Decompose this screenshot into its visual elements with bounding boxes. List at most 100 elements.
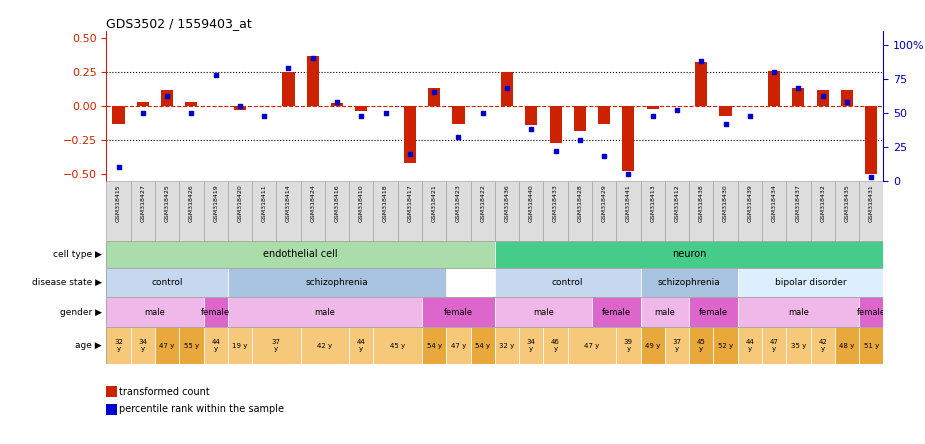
Point [718, 120, 733, 127]
Point [208, 71, 223, 78]
Bar [640, 267, 738, 297]
Bar [106, 267, 228, 297]
Bar [252, 181, 277, 241]
Text: 55 y: 55 y [184, 343, 199, 349]
Bar [204, 297, 228, 328]
Bar [113, 106, 125, 124]
Point [111, 164, 126, 171]
Bar [228, 267, 446, 297]
Text: male: male [144, 308, 166, 317]
Bar [179, 181, 204, 241]
Point [354, 112, 369, 119]
Text: GSM318428: GSM318428 [577, 184, 583, 222]
Text: control: control [552, 278, 584, 287]
Bar [574, 106, 586, 131]
Text: male: male [314, 308, 336, 317]
Text: 54 y: 54 y [426, 343, 442, 349]
Bar [282, 72, 294, 106]
Bar [786, 328, 810, 364]
Text: GSM318413: GSM318413 [650, 184, 655, 222]
Text: 35 y: 35 y [791, 343, 806, 349]
Bar [834, 181, 859, 241]
Bar [404, 106, 416, 163]
Point [549, 147, 563, 155]
Text: GSM318416: GSM318416 [335, 184, 339, 222]
Bar [501, 72, 513, 106]
Bar [228, 328, 252, 364]
Bar [665, 328, 689, 364]
Bar [495, 267, 640, 297]
Text: GSM318441: GSM318441 [626, 184, 631, 222]
Bar [738, 267, 883, 297]
Text: 37
y: 37 y [272, 339, 281, 352]
Bar [689, 181, 713, 241]
Text: GSM318415: GSM318415 [116, 184, 121, 222]
Bar [301, 328, 350, 364]
Bar [525, 106, 537, 125]
Text: GSM318438: GSM318438 [698, 184, 704, 222]
Bar [452, 106, 464, 124]
Bar [374, 328, 422, 364]
Bar [696, 63, 708, 106]
Bar [544, 328, 568, 364]
Bar [307, 56, 319, 106]
Text: GDS3502 / 1559403_at: GDS3502 / 1559403_at [106, 17, 253, 30]
Text: GSM318436: GSM318436 [504, 184, 510, 222]
Text: GSM318410: GSM318410 [359, 184, 364, 222]
Bar [252, 328, 301, 364]
Text: 47 y: 47 y [450, 343, 466, 349]
Text: GSM318412: GSM318412 [674, 184, 680, 222]
Text: 42 y: 42 y [317, 343, 332, 349]
Text: 32 y: 32 y [500, 343, 514, 349]
Text: schizophrenia: schizophrenia [305, 278, 368, 287]
Bar [350, 181, 374, 241]
Bar [762, 328, 786, 364]
Point [597, 153, 611, 160]
Bar [130, 328, 155, 364]
Text: 39
y: 39 y [624, 339, 633, 352]
Text: female: female [444, 308, 473, 317]
Bar [623, 106, 635, 171]
Text: neuron: neuron [672, 249, 707, 259]
Bar [331, 103, 343, 106]
Bar [592, 297, 640, 328]
Point [864, 173, 879, 180]
Bar [106, 181, 130, 241]
Text: GSM318417: GSM318417 [407, 184, 413, 222]
Bar [204, 328, 228, 364]
Text: transformed count: transformed count [119, 387, 210, 396]
Bar [544, 181, 568, 241]
Point [694, 58, 709, 65]
Bar [568, 328, 616, 364]
Point [815, 93, 830, 100]
Bar [689, 297, 738, 328]
Point [840, 99, 855, 106]
Text: GSM318427: GSM318427 [141, 184, 145, 222]
Point [426, 89, 441, 96]
Text: age ▶: age ▶ [75, 341, 102, 350]
Text: 48 y: 48 y [839, 343, 855, 349]
Text: female: female [857, 308, 886, 317]
Text: female: female [602, 308, 631, 317]
Point [767, 68, 782, 75]
Text: 54 y: 54 y [475, 343, 490, 349]
Bar [720, 106, 732, 115]
Bar [713, 328, 738, 364]
Point [232, 103, 247, 110]
Bar [277, 181, 301, 241]
Bar [204, 181, 228, 241]
Text: male: male [654, 308, 675, 317]
Text: GSM318435: GSM318435 [845, 184, 849, 222]
Bar [106, 297, 204, 328]
Bar [374, 181, 398, 241]
Text: GSM318424: GSM318424 [310, 184, 315, 222]
Point [135, 109, 150, 116]
Bar [471, 328, 495, 364]
Bar [398, 181, 422, 241]
Bar [130, 181, 155, 241]
Bar [647, 106, 659, 109]
Point [475, 109, 490, 116]
Text: GSM318423: GSM318423 [456, 184, 461, 222]
Bar [738, 328, 762, 364]
Text: male: male [788, 308, 808, 317]
